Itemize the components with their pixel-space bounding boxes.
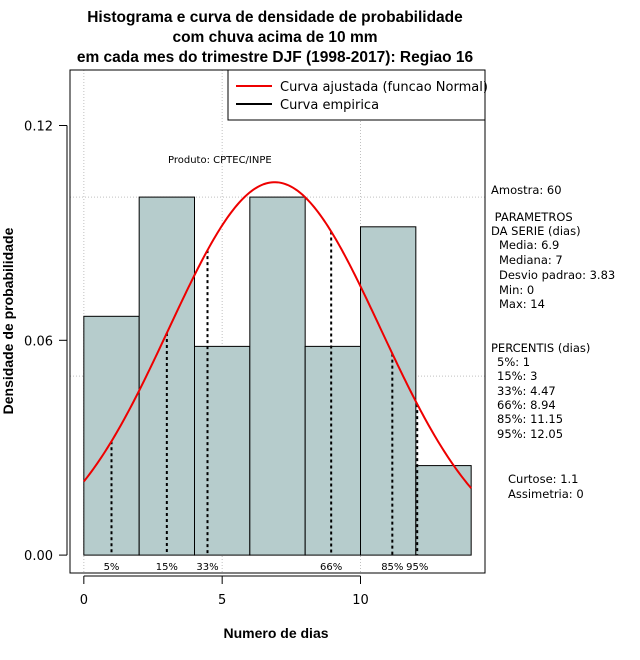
params-title-2: DA SERIE (dias) bbox=[491, 224, 581, 238]
normal-curve bbox=[83, 181, 472, 489]
kurtosis: Curtose: 1.1 bbox=[508, 472, 578, 486]
histogram-bars bbox=[83, 196, 472, 556]
param-max: Max: 14 bbox=[499, 297, 545, 311]
y-tick-label-1: 0.06 bbox=[24, 334, 53, 349]
percentiles-title: PERCENTIS (dias) bbox=[491, 341, 590, 355]
legend: Curva ajustada (funcao Normal) Curva emp… bbox=[227, 69, 488, 121]
title-line-1: Histograma e curva de densidade de proba… bbox=[87, 9, 463, 26]
chart-title: Histograma e curva de densidade de proba… bbox=[77, 9, 474, 66]
x-axis-title: Numero de dias bbox=[223, 625, 328, 641]
title-line-3: em cada mes do trimestre DJF (1998-2017)… bbox=[77, 49, 474, 66]
x-axis: 0 5 10 bbox=[80, 575, 369, 608]
param-median: Mediana: 7 bbox=[499, 253, 563, 267]
histogram-bar-3 bbox=[249, 196, 306, 556]
histogram-bar-5 bbox=[360, 226, 417, 556]
percentile-label-1: 15% bbox=[156, 562, 178, 573]
param-sd: Desvio padrao: 3.83 bbox=[499, 268, 615, 282]
param-mean: Media: 6.9 bbox=[499, 238, 559, 252]
perc-85: 85%: 11.15 bbox=[497, 412, 563, 426]
normal-curve-path bbox=[83, 181, 472, 489]
y-tick-label-0: 0.00 bbox=[24, 549, 53, 564]
x-tick-label-2: 10 bbox=[352, 593, 369, 608]
histogram-bar-4 bbox=[304, 345, 361, 556]
percentile-label-2: 33% bbox=[196, 562, 218, 573]
params-title-1: PARAMETROS bbox=[491, 210, 573, 224]
percentile-label-4: 85% bbox=[381, 562, 403, 573]
perc-66: 66%: 8.94 bbox=[497, 398, 556, 412]
percentile-label-5: 95% bbox=[406, 562, 428, 573]
title-line-2: com chuva acima de 10 mm bbox=[172, 29, 377, 46]
percentile-lines: 5% 15% 33% 66% 85% 95% bbox=[104, 231, 428, 573]
legend-label-normal: Curva ajustada (funcao Normal) bbox=[280, 80, 488, 95]
param-min: Min: 0 bbox=[499, 283, 534, 297]
y-axis: 0.00 0.06 0.12 bbox=[24, 119, 68, 564]
legend-box bbox=[227, 69, 486, 121]
percentile-label-3: 66% bbox=[320, 562, 342, 573]
x-tick-label-0: 0 bbox=[80, 593, 88, 608]
y-axis-title: Densidade de probabilidade bbox=[0, 227, 16, 414]
side-panel: Amostra: 60 PARAMETROS DA SERIE (dias) M… bbox=[491, 183, 615, 501]
sample-size: Amostra: 60 bbox=[491, 183, 562, 197]
histogram-bar-2 bbox=[194, 345, 251, 556]
histogram-bar-6 bbox=[415, 465, 472, 556]
percentile-label-0: 5% bbox=[104, 562, 120, 573]
perc-95: 95%: 12.05 bbox=[497, 427, 563, 441]
skewness: Assimetria: 0 bbox=[508, 487, 584, 501]
perc-15: 15%: 3 bbox=[497, 369, 537, 383]
y-tick-label-2: 0.12 bbox=[24, 119, 53, 134]
x-tick-label-1: 5 bbox=[218, 593, 226, 608]
product-annotation: Produto: CPTEC/INPE bbox=[168, 155, 272, 166]
legend-label-empirical: Curva empirica bbox=[280, 98, 379, 113]
perc-5: 5%: 1 bbox=[497, 355, 530, 369]
perc-33: 33%: 4.47 bbox=[497, 384, 556, 398]
